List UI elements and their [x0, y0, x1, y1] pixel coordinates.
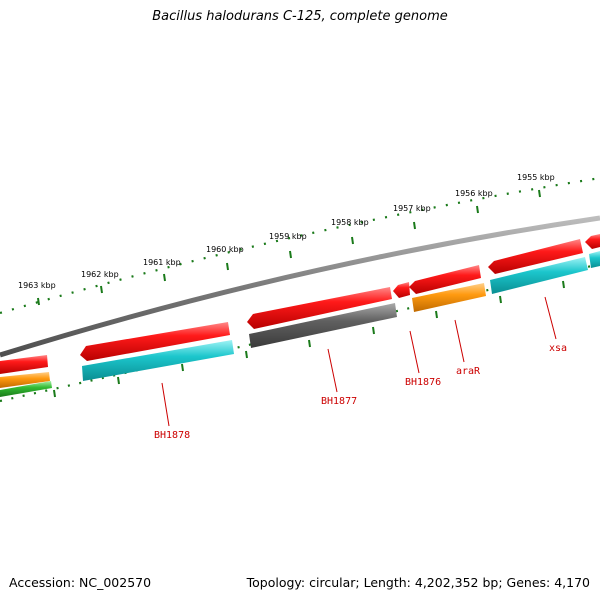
kbp-label-1955: 1955 kbp [517, 173, 555, 182]
gene-label-leaders [161, 296, 557, 427]
kbp-label-1961: 1961 kbp [143, 258, 181, 267]
orange-gene-1[interactable] [412, 283, 486, 312]
genome-backbone [0, 215, 600, 358]
gene-label-xsa[interactable]: xsa [549, 343, 567, 354]
forward-gene-3[interactable] [247, 287, 392, 329]
map-title: Bacillus halodurans C-125, complete geno… [152, 9, 448, 24]
cyan-gene-3[interactable] [589, 251, 600, 268]
outer-ruler-dots [0, 176, 600, 315]
forward-gene-4[interactable] [393, 282, 410, 298]
forward-gene-2[interactable] [80, 322, 230, 361]
kbp-label-1963: 1963 kbp [18, 281, 56, 290]
gene-label-bh1877[interactable]: BH1877 [321, 396, 357, 407]
forward-gene-7[interactable] [585, 234, 600, 249]
outer-ruler-major-ticks [37, 189, 541, 306]
gray-gene-1[interactable] [249, 303, 397, 348]
kbp-label-1959: 1959 kbp [269, 232, 307, 241]
green-gene-left[interactable] [0, 381, 52, 397]
gene-labels: BH1878 BH1877 BH1876 araR xsa [154, 343, 567, 441]
secondary-gene-track [0, 251, 600, 397]
gene-label-bh1878[interactable]: BH1878 [154, 430, 190, 441]
kbp-label-1960: 1960 kbp [206, 245, 244, 254]
kbp-label-1958: 1958 kbp [331, 218, 369, 227]
topology-text: Topology: circular; Length: 4,202,352 bp… [246, 575, 590, 590]
forward-gene-track [0, 234, 600, 374]
kbp-labels: 1963 kbp 1962 kbp 1961 kbp 1960 kbp 1959… [18, 173, 555, 290]
gene-label-bh1876[interactable]: BH1876 [405, 377, 441, 388]
inner-ruler-major-ticks [53, 280, 565, 398]
gene-label-arar[interactable]: araR [456, 366, 481, 377]
cyan-gene-2[interactable] [490, 257, 588, 294]
forward-gene-6[interactable] [488, 239, 583, 274]
kbp-label-1956: 1956 kbp [455, 189, 493, 198]
kbp-label-1962: 1962 kbp [81, 270, 119, 279]
forward-gene-5[interactable] [409, 265, 481, 294]
kbp-label-1957: 1957 kbp [393, 204, 431, 213]
orange-gene-left[interactable] [0, 372, 50, 388]
cyan-gene-1[interactable] [82, 340, 234, 381]
accession-text: Accession: NC_002570 [9, 575, 152, 590]
forward-gene-1[interactable] [0, 355, 48, 374]
